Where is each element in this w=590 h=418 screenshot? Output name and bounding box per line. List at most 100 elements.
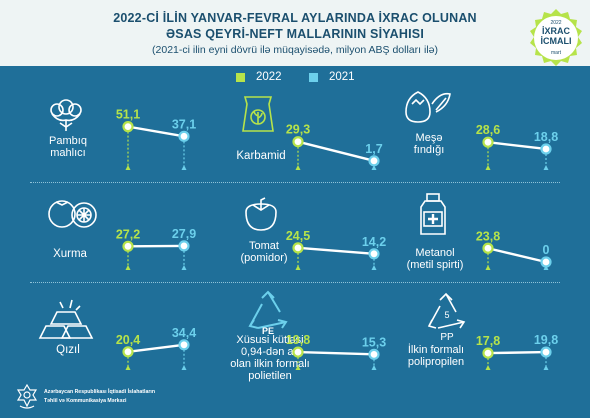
point-2021 xyxy=(540,346,552,358)
base-marker-2021 xyxy=(181,365,187,370)
base-marker-2022 xyxy=(485,365,491,370)
value-label-2021: 18,8 xyxy=(534,130,558,144)
badge-line1: İXRAC xyxy=(541,26,570,36)
point-2022 xyxy=(292,136,304,148)
value-label-2021: 1,7 xyxy=(365,142,382,156)
legend-swatch-2021 xyxy=(309,73,318,82)
pe-code-text: PE xyxy=(262,326,274,336)
pp-number-text: 5 xyxy=(444,310,449,320)
tomato-icon xyxy=(245,197,277,231)
pp-code-text: PP xyxy=(440,332,454,343)
label-polietilen: Xüsusi kütləsi 0,94-dən az olan ilkin fo… xyxy=(222,334,318,382)
point-2022 xyxy=(122,240,134,252)
legend: 2022 2021 xyxy=(0,70,590,86)
badge-seal-icon xyxy=(530,9,582,66)
base-marker-2022 xyxy=(295,265,301,270)
label-qizil: Qızıl xyxy=(40,344,96,356)
value-label-2022: 20,4 xyxy=(116,333,140,347)
cotton-icon xyxy=(50,99,82,131)
label-line: Pambıq xyxy=(49,135,87,147)
label-line: Karbamid xyxy=(236,150,286,162)
base-marker-2021 xyxy=(181,165,187,170)
title-line-2: ƏSAS QEYRİ-NEFT MALLARININ SİYAHISI xyxy=(166,27,424,41)
base-marker-2021 xyxy=(371,365,377,370)
value-label-2022: 24,5 xyxy=(286,229,310,243)
badge-month: mart xyxy=(551,50,561,56)
title-line-1: 2022-Cİ İLİN YANVAR-FEVRAL AYLARINDA İXR… xyxy=(113,11,477,25)
footer-line2: Təhlil və Kommunikasiya Mərkəzi xyxy=(44,398,127,404)
slope-line xyxy=(297,350,375,356)
slope-line xyxy=(297,140,375,162)
base-marker-2021 xyxy=(371,165,377,170)
recycle-pp-icon: 5 xyxy=(427,292,466,329)
base-marker-2022 xyxy=(125,165,131,170)
base-marker-2021 xyxy=(543,365,549,370)
base-marker-2022 xyxy=(295,165,301,170)
point-2022 xyxy=(482,136,494,148)
base-marker-2021 xyxy=(181,265,187,270)
value-label-2022: 19,8 xyxy=(286,333,310,347)
ixrac-icmali-badge: 2022 İXRAC İCMALI mart xyxy=(526,8,586,68)
gold-bars-icon xyxy=(38,299,94,339)
point-2021 xyxy=(178,240,190,252)
label-line: (pomidor) xyxy=(240,252,288,264)
point-2022 xyxy=(122,121,134,133)
legend-label-2022: 2022 xyxy=(256,71,282,83)
value-label-2021: 14,2 xyxy=(362,235,386,249)
point-2021 xyxy=(368,248,380,260)
value-label-2022: 29,3 xyxy=(286,123,310,137)
slope-line xyxy=(127,343,185,353)
label-line: İlkin formalı xyxy=(407,344,465,356)
value-label-2021: 15,3 xyxy=(362,335,386,349)
value-label-2021: 37,1 xyxy=(172,117,196,131)
emblem-icon xyxy=(16,384,38,409)
point-2022 xyxy=(122,346,134,358)
value-label-2021: 34,4 xyxy=(172,326,196,340)
point-2021 xyxy=(540,143,552,155)
slope-line xyxy=(487,247,547,264)
base-marker-2022 xyxy=(125,265,131,270)
label-line: fındığı xyxy=(413,144,445,156)
label-metanol: Metanol (metil spirti) xyxy=(392,247,478,271)
label-line: Tomat xyxy=(249,240,279,252)
label-line: Metanol xyxy=(415,247,455,259)
label-line: olan ilkin formalı xyxy=(230,358,310,370)
row-divider-2 xyxy=(30,282,560,283)
value-label-2022: 17,8 xyxy=(476,334,500,348)
label-line: polietilen xyxy=(248,370,292,382)
point-2022 xyxy=(482,242,494,254)
point-2022 xyxy=(482,347,494,359)
label-line: Xüsusi kütləsi xyxy=(236,334,304,346)
row-divider-1 xyxy=(30,182,560,183)
badge-year: 2022 xyxy=(550,20,562,26)
label-xurma: Xurma xyxy=(42,248,98,260)
base-marker-2022 xyxy=(485,165,491,170)
header-band: 2022-Cİ İLİN YANVAR-FEVRAL AYLARINDA İXR… xyxy=(0,0,590,66)
label-line: 0,94-dən az xyxy=(240,346,300,358)
label-line: Meşə xyxy=(415,132,443,144)
value-label-2022: 23,8 xyxy=(476,229,500,243)
label-line: (metil spirti) xyxy=(406,259,464,271)
label-line: Xurma xyxy=(53,248,87,260)
value-label-2022: 51,1 xyxy=(116,108,140,122)
persimmon-icon xyxy=(48,200,97,228)
slope-line xyxy=(487,350,547,355)
base-marker-2022 xyxy=(295,365,301,370)
point-2022 xyxy=(292,346,304,358)
point-2021 xyxy=(368,348,380,360)
point-2021 xyxy=(178,130,190,142)
label-line: Qızıl xyxy=(56,344,80,356)
point-2021 xyxy=(178,339,190,351)
slope-line xyxy=(487,141,547,151)
fertilizer-bag-icon xyxy=(242,96,274,132)
point-2022 xyxy=(292,242,304,254)
label-polipropilen: İlkin formalı polipropilen xyxy=(396,344,476,368)
base-marker-2021 xyxy=(543,165,549,170)
bottle-icon xyxy=(420,193,446,235)
recycle-pe-icon: PE xyxy=(248,290,288,336)
subtitle: (2021-ci ilin eyni dövrü ilə müqayisədə,… xyxy=(152,44,438,56)
slope-line xyxy=(297,246,375,256)
label-mese-findigi: Meşə fındığı xyxy=(400,132,458,156)
